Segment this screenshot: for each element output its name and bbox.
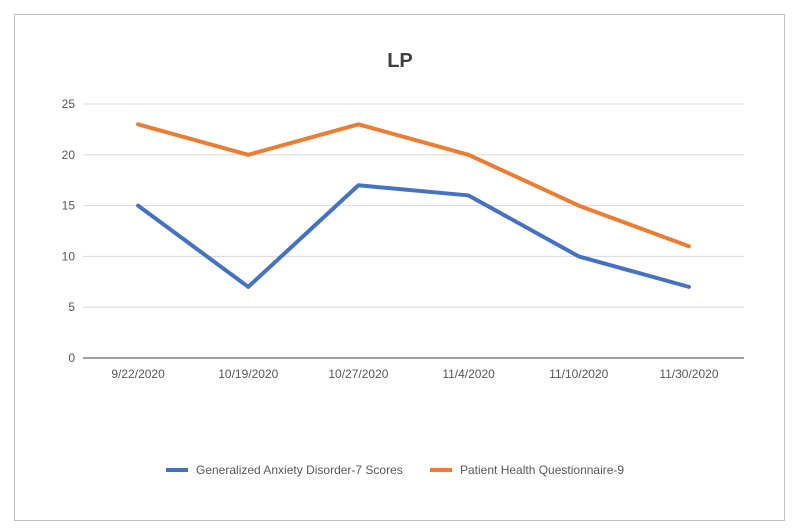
x-tick-label: 10/19/2020 — [218, 367, 278, 381]
series-line-1 — [136, 183, 691, 289]
y-tick-label: 15 — [62, 199, 76, 213]
x-tick-label: 11/4/2020 — [442, 367, 495, 381]
y-tick-label: 25 — [62, 97, 76, 111]
chart-title: LP — [387, 50, 413, 72]
x-tick-label: 11/10/2020 — [549, 367, 608, 381]
x-tick-label: 9/22/2020 — [111, 367, 165, 381]
legend-label: Generalized Anxiety Disorder-7 Scores — [196, 463, 403, 477]
x-tick-label: 11/30/2020 — [659, 367, 718, 381]
x-tick-label: 10/27/2020 — [328, 367, 388, 381]
legend-label: Patient Health Questionnaire-9 — [460, 463, 624, 477]
y-tick-label: 10 — [62, 249, 76, 263]
chart-frame — [14, 14, 785, 521]
y-tick-label: 20 — [62, 148, 76, 162]
series-line-2 — [136, 122, 691, 249]
y-tick-label: 0 — [68, 351, 75, 365]
y-tick-label: 5 — [68, 300, 75, 314]
